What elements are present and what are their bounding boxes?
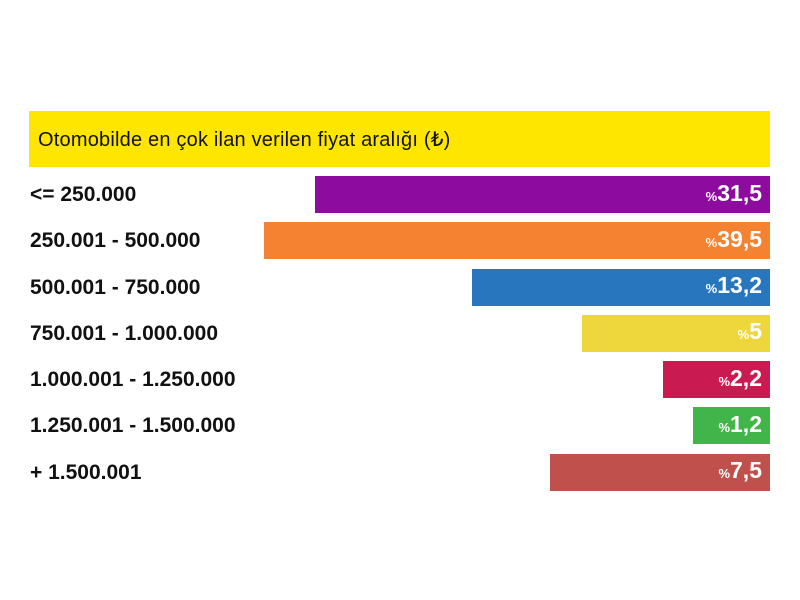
chart-row: 1.250.001 - 1.500.000 %1,2: [30, 406, 770, 446]
bar-chart: <= 250.000 %31,5 250.001 - 500.000 %39,5 500…: [30, 176, 770, 491]
percent-value: 1,2: [730, 410, 762, 437]
chart-row: 1.000.001 - 1.250.000 %2,2: [30, 360, 770, 400]
percent-symbol: %: [705, 281, 718, 297]
chart-row: 750.001 - 1.000.000 %5: [30, 313, 770, 353]
percent-value: 5: [749, 318, 762, 345]
category-label: 250.001 - 500.000: [30, 229, 201, 253]
percent-value: 13,2: [717, 272, 762, 299]
percent-value: 31,5: [717, 179, 762, 206]
category-label: <= 250.000: [30, 183, 137, 206]
percent-value: 7,5: [730, 457, 762, 484]
value-label: %5: [738, 313, 762, 353]
chart-row: <= 250.000 %31,5: [30, 176, 770, 213]
category-label: 750.001 - 1.000.000: [30, 321, 218, 345]
percent-symbol: %: [705, 188, 718, 204]
category-label: 1.000.001 - 1.250.000: [30, 368, 236, 392]
percent-symbol: %: [718, 419, 731, 435]
chart-row: + 1.500.001 %7,5: [30, 452, 770, 492]
value-label: %39,5: [706, 221, 762, 261]
value-label: %1,2: [718, 406, 762, 446]
bar: %1,2: [693, 406, 770, 446]
percent-symbol: %: [718, 373, 731, 389]
bar: %7,5: [550, 452, 770, 492]
bar: %31,5: [315, 176, 770, 213]
chart-row: 500.001 - 750.000 %13,2: [30, 267, 770, 307]
percent-symbol: %: [705, 234, 718, 250]
chart-title: Otomobilde en çok ilan verilen fiyat ara…: [38, 128, 451, 151]
value-label: %2,2: [718, 360, 762, 400]
bar: %39,5: [264, 221, 770, 261]
percent-value: 39,5: [717, 225, 762, 252]
bar-rows: <= 250.000 %31,5 250.001 - 500.000 %39,5 500…: [30, 176, 770, 491]
percent-symbol: %: [718, 466, 731, 482]
value-label: %7,5: [718, 452, 762, 492]
value-label: %31,5: [706, 175, 762, 215]
percent-symbol: %: [737, 327, 750, 343]
bar: %13,2: [472, 267, 770, 307]
value-label: %13,2: [706, 267, 762, 307]
chart-row: 250.001 - 500.000 %39,5: [30, 221, 770, 261]
bar: %2,2: [663, 360, 770, 400]
bar: %5: [582, 313, 770, 353]
category-label: + 1.500.001: [30, 460, 142, 484]
category-label: 500.001 - 750.000: [30, 275, 201, 299]
category-label: 1.250.001 - 1.500.000: [30, 414, 236, 438]
percent-value: 2,2: [730, 364, 762, 391]
chart-title-band: Otomobilde en çok ilan verilen fiyat ara…: [29, 111, 770, 167]
